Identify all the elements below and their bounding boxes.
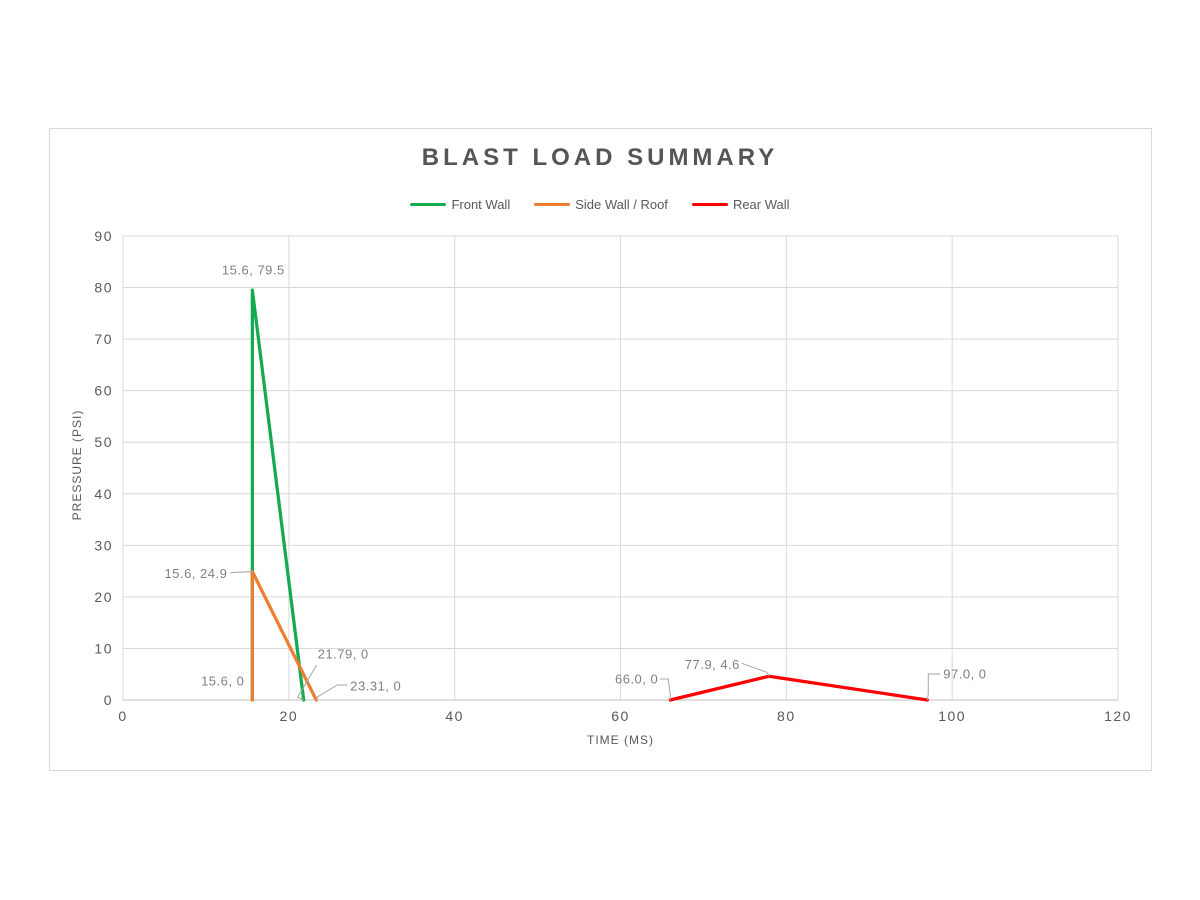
data-label: 15.6, 24.9 xyxy=(165,566,228,581)
y-tick-label: 10 xyxy=(94,640,113,656)
leader-line xyxy=(296,664,318,701)
y-axis-title: PRESSURE (PSI) xyxy=(70,409,84,521)
y-tick-label: 70 xyxy=(94,331,113,347)
y-tick-label: 90 xyxy=(94,228,113,244)
legend-item-rear-wall: Rear Wall xyxy=(691,196,790,212)
y-tick-label: 20 xyxy=(94,589,113,605)
x-tick-label: 0 xyxy=(118,708,127,724)
data-label: 23.31, 0 xyxy=(350,679,401,694)
leader-line xyxy=(926,673,941,701)
x-tick-label: 120 xyxy=(1104,708,1132,724)
leader-line xyxy=(230,571,253,574)
y-tick-label: 50 xyxy=(94,434,113,450)
x-tick-label: 60 xyxy=(611,708,630,724)
data-label: 97.0, 0 xyxy=(943,667,986,682)
leader-line xyxy=(741,662,770,677)
y-tick-label: 60 xyxy=(94,383,113,399)
series-side-wall-roof xyxy=(250,570,318,702)
y-tick-label: 30 xyxy=(94,537,113,553)
legend-line-swatch-side-wall-roof xyxy=(534,202,571,206)
x-tick-label: 20 xyxy=(280,708,299,724)
leader-line xyxy=(315,684,348,701)
legend-item-side-wall-roof: Side Wall / Roof xyxy=(534,197,668,212)
leader-line xyxy=(660,678,671,700)
series-front-wall xyxy=(250,288,306,702)
legend-item-front-wall: Front Wall xyxy=(410,197,510,212)
legend-label-front-wall: Front Wall xyxy=(451,196,511,212)
y-tick-label: 80 xyxy=(94,280,113,296)
y-tick-label: 40 xyxy=(94,486,113,502)
data-label: 66.0, 0 xyxy=(615,672,658,687)
x-tick-label: 40 xyxy=(445,708,464,724)
legend-line-swatch-rear-wall xyxy=(691,202,728,206)
chart-title: BLAST LOAD SUMMARY xyxy=(421,144,779,171)
y-tick-label: 0 xyxy=(104,692,113,708)
data-label: 21.79, 0 xyxy=(318,647,369,662)
data-label: 15.6, 0 xyxy=(201,674,244,689)
x-tick-label: 80 xyxy=(777,708,796,724)
x-axis-title: TIME (MS) xyxy=(587,733,654,747)
legend-line-swatch-front-wall xyxy=(410,202,447,206)
data-label: 77.9, 4.6 xyxy=(685,657,740,672)
chart-frame xyxy=(49,128,1152,771)
series-rear-wall xyxy=(668,674,929,702)
legend-label-side-wall-roof: Side Wall / Roof xyxy=(575,196,668,212)
chart-legend: Front Wall Side Wall / Roof Rear Wall xyxy=(0,195,1200,213)
legend-label-rear-wall: Rear Wall xyxy=(732,196,790,212)
data-label: 15.6, 79.5 xyxy=(222,263,285,278)
x-tick-label: 100 xyxy=(938,708,966,724)
